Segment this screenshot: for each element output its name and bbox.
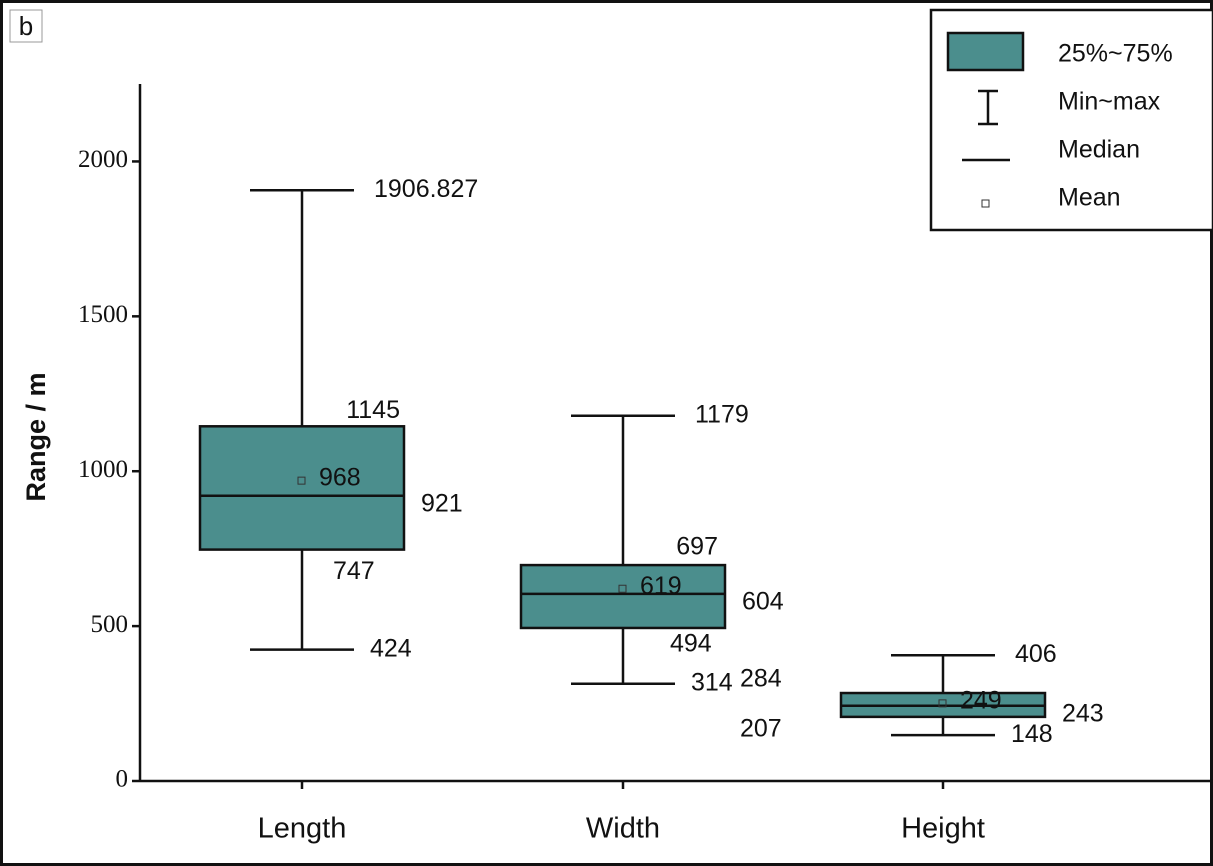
box: [519, 563, 727, 630]
legend-label: Median: [1058, 136, 1140, 164]
panel-label-box: [9, 9, 43, 43]
mean-label: 968: [319, 464, 361, 492]
median-label: 604: [742, 588, 784, 616]
q3-label: 1145: [346, 396, 400, 424]
mean-label: 619: [640, 572, 682, 600]
mean-marker: [618, 584, 627, 593]
max-label: 1179: [695, 400, 749, 428]
y-tick-label: 500: [91, 611, 129, 638]
y-tick-label: 0: [116, 766, 129, 793]
y-axis-label: Range / m: [21, 372, 51, 501]
min-label: 424: [370, 634, 412, 662]
legend-label: Min~max: [1058, 88, 1161, 116]
max-label: 1906.827: [374, 175, 478, 203]
q1-label: 494: [670, 630, 712, 658]
mean-marker: [297, 476, 306, 485]
x-tick-label: Length: [258, 813, 347, 845]
min-label: 314: [691, 668, 733, 696]
q3-label: 284: [740, 665, 782, 693]
q1-label: 747: [333, 557, 375, 585]
q3-label: 697: [676, 533, 718, 561]
y-tick-label: 1000: [78, 456, 128, 483]
q1-label: 207: [740, 714, 782, 742]
max-label: 406: [1015, 640, 1057, 668]
min-label: 148: [1011, 720, 1053, 748]
legend-whisker-symbol: [978, 89, 998, 126]
legend: 25%~75% Min~max Median Mean: [929, 8, 1213, 232]
legend-label: Mean: [1058, 184, 1121, 212]
legend-mean-symbol: [981, 199, 990, 208]
x-tick-label: Width: [586, 813, 660, 845]
box: [198, 425, 406, 551]
x-tick-label: Height: [901, 813, 985, 845]
legend-box-symbol: [946, 31, 1025, 72]
mean-marker: [938, 699, 947, 708]
median-label: 243: [1062, 699, 1104, 727]
mean-label: 249: [960, 686, 1002, 714]
y-tick-label: 1500: [78, 301, 128, 328]
median-label: 921: [421, 489, 463, 517]
legend-label: 25%~75%: [1058, 40, 1173, 68]
y-tick-label: 2000: [78, 146, 128, 173]
panel-label: b: [19, 11, 33, 41]
